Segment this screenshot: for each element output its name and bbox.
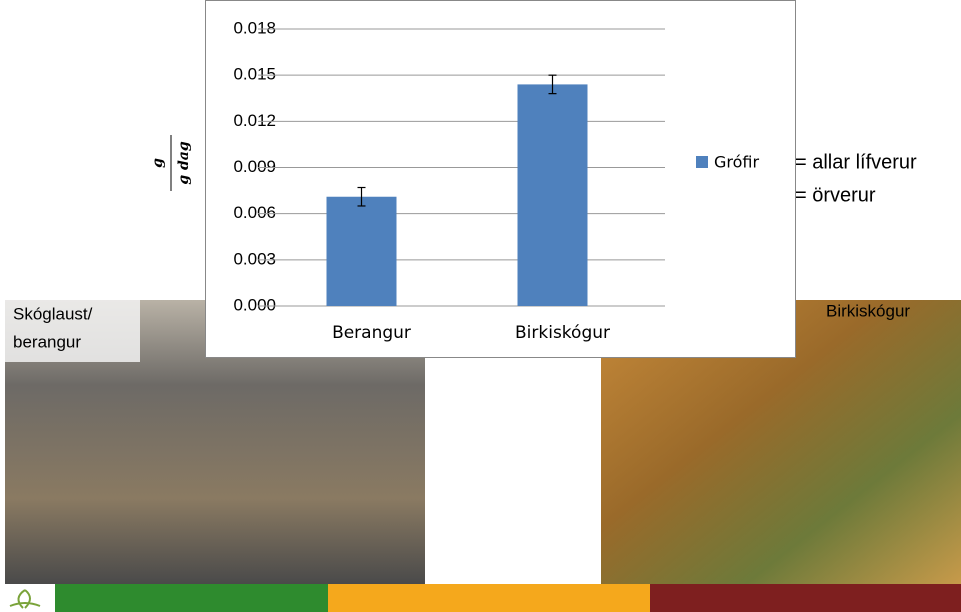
y-tick-label: 0.003 bbox=[233, 249, 276, 268]
bar bbox=[327, 197, 397, 306]
y-tick-label: 0.012 bbox=[233, 111, 276, 130]
note: = allar lífverur bbox=[795, 151, 917, 173]
chart-frame bbox=[206, 1, 796, 358]
slide: Skóglaust/ berangur Birkiskógur = allar … bbox=[0, 0, 961, 612]
bar bbox=[518, 84, 588, 306]
x-tick-label: Birkiskógur bbox=[515, 323, 610, 343]
photo-label: Skóglaust/ bbox=[13, 304, 93, 323]
y-tick-label: 0.006 bbox=[233, 203, 276, 222]
x-tick-label: Berangur bbox=[332, 323, 411, 343]
logo-bg bbox=[0, 584, 55, 612]
y-tick-label: 0.018 bbox=[233, 18, 276, 37]
y-tick-label: 0.009 bbox=[233, 157, 276, 176]
y-tick-label: 0.000 bbox=[233, 295, 276, 314]
footer-band bbox=[328, 584, 650, 612]
y-label-num: g bbox=[150, 158, 166, 168]
legend-swatch bbox=[696, 156, 708, 168]
legend-label: Grófir bbox=[714, 153, 759, 172]
footer-band bbox=[650, 584, 961, 612]
y-label-den: g dag bbox=[176, 141, 192, 185]
footer-band bbox=[55, 584, 328, 612]
y-tick-label: 0.015 bbox=[233, 65, 276, 84]
photo-label: berangur bbox=[13, 332, 81, 351]
note: = örverur bbox=[795, 184, 876, 206]
photo-label: Birkiskógur bbox=[826, 301, 910, 320]
